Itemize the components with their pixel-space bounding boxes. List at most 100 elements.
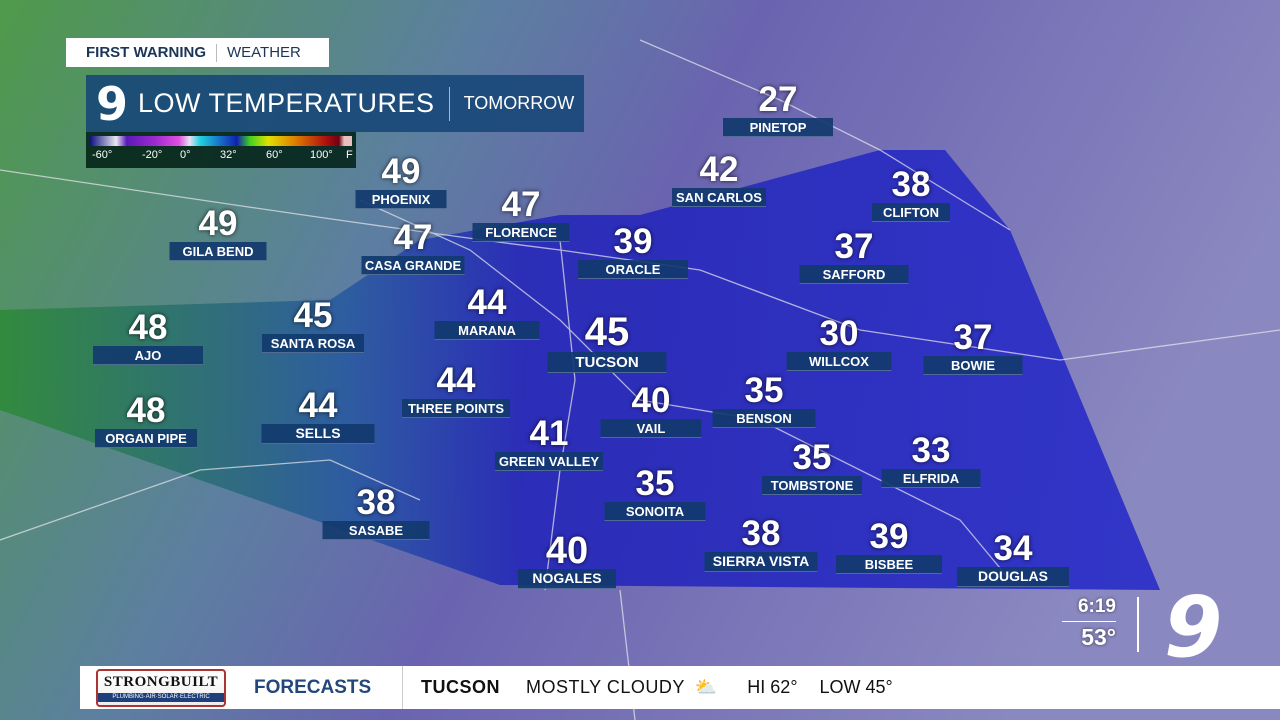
city-label: 38 SASABE bbox=[322, 485, 430, 540]
city-name: SASABE bbox=[348, 523, 404, 538]
city-temp: 45 bbox=[293, 296, 333, 335]
city-name: GILA BEND bbox=[182, 244, 254, 259]
ticker-condition: MOSTLY CLOUDY bbox=[526, 677, 685, 697]
city-temp: 44 bbox=[467, 283, 507, 322]
city-label: 49 GILA BEND bbox=[169, 206, 267, 261]
city-temp: 39 bbox=[613, 222, 653, 261]
legend-tick: 100° bbox=[310, 149, 333, 161]
channel-9-logo: 9 bbox=[96, 76, 129, 131]
divider bbox=[1137, 597, 1139, 652]
city-name: VAIL bbox=[636, 421, 666, 436]
city-temp: 35 bbox=[792, 438, 832, 477]
current-time: 6:19 bbox=[1062, 596, 1116, 622]
city-temp: 27 bbox=[758, 80, 798, 119]
city-label: 33 ELFRIDA bbox=[881, 433, 981, 488]
city-temp: 44 bbox=[298, 386, 338, 425]
city-temp: 37 bbox=[953, 318, 993, 357]
station-logo: 9 bbox=[1164, 578, 1223, 676]
city-name: ORGAN PIPE bbox=[105, 431, 187, 446]
city-label: 44 SELLS bbox=[261, 388, 375, 444]
ticker-high: HI 62° bbox=[747, 677, 798, 697]
city-temp: 40 bbox=[631, 381, 671, 420]
city-temp: 49 bbox=[198, 204, 238, 243]
city-label: 37 BOWIE bbox=[923, 320, 1023, 375]
city-temp: 42 bbox=[699, 150, 739, 189]
divider bbox=[448, 86, 450, 121]
city-temp: 41 bbox=[529, 414, 569, 453]
legend-tick: -60° bbox=[92, 149, 113, 161]
city-temp: 35 bbox=[635, 464, 675, 503]
city-name: MARANA bbox=[458, 323, 516, 338]
brand-tag: FIRST WARNING WEATHER bbox=[66, 38, 329, 67]
divider bbox=[402, 666, 403, 709]
legend-tick: -20° bbox=[142, 149, 163, 161]
city-label: 47 FLORENCE bbox=[472, 187, 570, 242]
city-label: 37 SAFFORD bbox=[799, 229, 909, 284]
city-label: 30 WILLCOX bbox=[786, 316, 892, 371]
legend-tick: 0° bbox=[180, 149, 191, 161]
city-name: ORACLE bbox=[605, 262, 661, 277]
city-name: WILLCOX bbox=[809, 354, 869, 369]
city-name: TUCSON bbox=[575, 354, 639, 371]
city-name: SANTA ROSA bbox=[270, 336, 356, 351]
city-temp: 47 bbox=[501, 185, 541, 224]
city-name: BISBEE bbox=[864, 557, 914, 572]
city-name: NOGALES bbox=[532, 570, 602, 586]
city-name: CASA GRANDE bbox=[364, 258, 462, 273]
city-temp: 30 bbox=[819, 314, 859, 353]
city-label: 41 GREEN VALLEY bbox=[495, 416, 603, 471]
city-label: 48 AJO bbox=[93, 310, 203, 365]
ticker-label: FORECASTS bbox=[254, 676, 372, 698]
city-label: 34 DOUGLAS bbox=[957, 531, 1069, 587]
partly-cloudy-icon: ⛅ bbox=[694, 677, 718, 697]
city-label: 40 VAIL bbox=[600, 383, 702, 438]
city-temp: 40 bbox=[545, 530, 589, 572]
city-name: FLORENCE bbox=[485, 225, 557, 240]
legend-tick: F bbox=[346, 149, 353, 161]
city-temp: 34 bbox=[993, 529, 1033, 568]
temperature-legend: -60° -20° 0° 32° 60° 100° F bbox=[86, 132, 356, 168]
city-label: 42 SAN CARLOS bbox=[672, 152, 766, 207]
city-name: THREE POINTS bbox=[407, 401, 505, 416]
page-title: LOW TEMPERATURES bbox=[138, 88, 435, 118]
sponsor-logo: STRONGBUILT PLUMBING·AIR·SOLAR·ELECTRIC bbox=[96, 668, 226, 707]
legend-tick: 32° bbox=[220, 149, 237, 161]
city-label: 40 NOGALES bbox=[518, 532, 616, 589]
city-name: GREEN VALLEY bbox=[498, 454, 600, 469]
city-label: 48 ORGAN PIPE bbox=[95, 393, 197, 448]
sponsor-name: STRONGBUILT bbox=[103, 673, 219, 690]
city-temp: 37 bbox=[834, 227, 874, 266]
city-temp: 38 bbox=[356, 483, 396, 522]
city-temp: 45 bbox=[584, 310, 630, 354]
city-temp: 38 bbox=[891, 165, 931, 204]
legend-color-scale bbox=[90, 136, 352, 146]
legend-tick: 60° bbox=[266, 149, 283, 161]
title-bar: 9 LOW TEMPERATURES TOMORROW bbox=[86, 75, 584, 132]
city-name: AJO bbox=[134, 348, 162, 363]
city-label: 39 BISBEE bbox=[836, 519, 942, 574]
city-label: 35 TOMBSTONE bbox=[762, 440, 862, 495]
city-name: PHOENIX bbox=[371, 192, 431, 207]
period-label: TOMORROW bbox=[463, 93, 575, 113]
city-temp: 48 bbox=[128, 308, 168, 347]
city-label: 49 PHOENIX bbox=[355, 154, 447, 209]
brand-second: WEATHER bbox=[227, 44, 301, 61]
city-name: BOWIE bbox=[950, 358, 996, 373]
city-temp: 35 bbox=[744, 371, 784, 410]
forecast-ticker: STRONGBUILT PLUMBING·AIR·SOLAR·ELECTRIC … bbox=[80, 666, 1280, 709]
current-temp: 53° bbox=[1081, 624, 1116, 650]
city-name: SIERRA VISTA bbox=[712, 553, 810, 569]
ticker-low: LOW 45° bbox=[819, 677, 893, 697]
city-label: 44 THREE POINTS bbox=[402, 363, 510, 418]
city-label: 38 SIERRA VISTA bbox=[704, 516, 818, 572]
city-label: 35 SONOITA bbox=[604, 466, 706, 521]
city-name: CLIFTON bbox=[882, 205, 940, 220]
city-temp: 33 bbox=[911, 431, 951, 470]
brand-first: FIRST WARNING bbox=[86, 44, 206, 61]
city-label: 45 SANTA ROSA bbox=[262, 298, 364, 353]
city-temp: 47 bbox=[393, 218, 433, 257]
city-name: SAFFORD bbox=[822, 267, 886, 282]
city-name: BENSON bbox=[736, 411, 792, 426]
city-name: SONOITA bbox=[625, 504, 685, 519]
city-label: 38 CLIFTON bbox=[872, 167, 950, 222]
